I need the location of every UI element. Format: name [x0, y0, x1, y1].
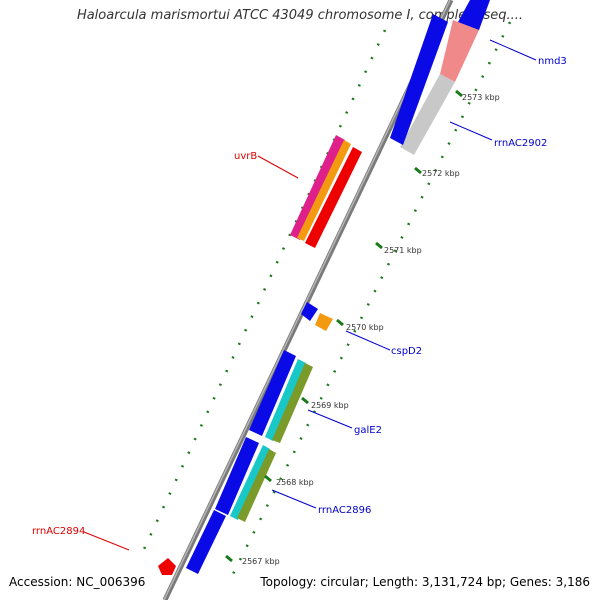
- tick-label: 2570 kbp: [346, 323, 384, 332]
- label-leaders: [83, 39, 537, 551]
- tick-label: 2572 kbp: [422, 169, 460, 178]
- gene-nmd3[interactable]: [440, 0, 490, 82]
- gene-small-blue[interactable]: [301, 302, 318, 321]
- accession-text: Accession: NC_006396: [9, 575, 146, 589]
- tick-label: 2569 kbp: [311, 401, 349, 410]
- gene-rrnAC2894[interactable]: [158, 558, 176, 575]
- gene-galE2[interactable]: [265, 359, 306, 441]
- gene-uvrB[interactable]: [290, 135, 345, 240]
- map-title: Haloarcula marismortui ATCC 43049 chromo…: [76, 8, 524, 23]
- gene-cspD2[interactable]: [315, 313, 333, 331]
- gene-label-cspD2: cspD2: [391, 346, 422, 357]
- gene-label-rrnAC2894: rrnAC2894: [32, 526, 85, 537]
- gene-forward-blue-low[interactable]: [215, 437, 259, 515]
- gene-rrnAC2896[interactable]: [230, 445, 270, 520]
- gene-uvrB-red[interactable]: [305, 147, 362, 248]
- tick-label: 2571 kbp: [384, 246, 422, 255]
- gene-label-rrnAC2896: rrnAC2896: [318, 505, 371, 516]
- gene-forward-blue-bottom[interactable]: [186, 510, 226, 574]
- gene-uvrB-orange[interactable]: [297, 140, 351, 241]
- gene-galE2-olive[interactable]: [272, 363, 313, 443]
- gene-rrnAC2896-olive[interactable]: [237, 449, 276, 522]
- tick-label: 2573 kbp: [462, 93, 500, 102]
- gene-forward-blue-mid[interactable]: [249, 350, 296, 436]
- gene-label-rrnAC2902: rrnAC2902: [494, 138, 547, 149]
- gene-label-nmd3: nmd3: [538, 56, 567, 67]
- genome-summary-text: Topology: circular; Length: 3,131,724 bp…: [260, 575, 590, 589]
- gene-label-uvrB: uvrB: [234, 151, 257, 162]
- tick-marks: [225, 89, 463, 563]
- gene-forward-blue-top[interactable]: [390, 14, 448, 145]
- gene-rrnAC2902[interactable]: [400, 74, 455, 155]
- tick-label: 2568 kbp: [276, 478, 314, 487]
- genome-backbone-highlight: [163, 0, 451, 600]
- tick-label: 2567 kbp: [242, 557, 280, 566]
- gene-label-galE2: galE2: [354, 425, 382, 436]
- inner-guide-ring: [228, 21, 512, 581]
